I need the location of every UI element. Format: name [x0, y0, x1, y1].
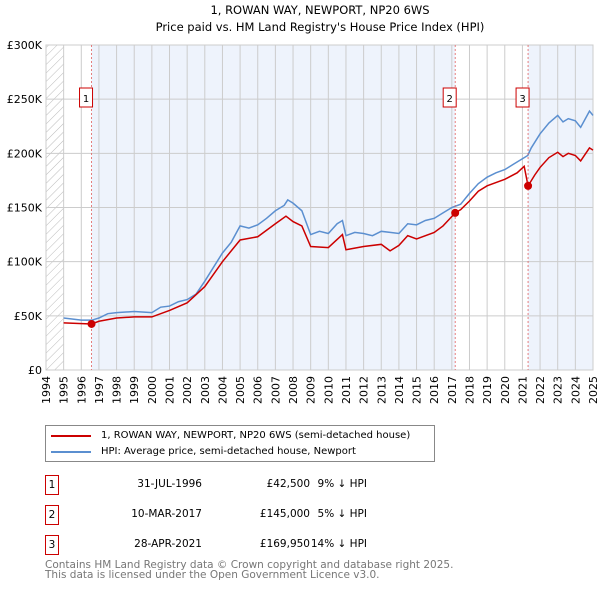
x-tick-label: 2014 [393, 376, 406, 404]
y-tick-label: £100K [7, 256, 43, 269]
chart-legend: 1, ROWAN WAY, NEWPORT, NP20 6WS (semi-de… [45, 425, 435, 462]
sale-price: £42,500 [266, 478, 310, 490]
series-line [63, 146, 594, 325]
x-tick-label: 2015 [411, 376, 424, 404]
sale-price: £169,950 [259, 538, 310, 550]
x-tick-label: 2007 [269, 376, 282, 404]
x-tick-label: 1998 [111, 376, 124, 404]
sale-price: £145,000 [259, 508, 310, 520]
sale-label-box [515, 87, 530, 108]
sale-row: 1 31-JUL-1996 £42,500 9% ↓ HPI [45, 475, 445, 495]
legend-swatch-red [51, 434, 91, 437]
sale-label: 1 [83, 94, 89, 105]
sale-point [451, 208, 460, 217]
sale-date: 10-MAR-2017 [131, 508, 202, 520]
x-tick-label: 2013 [375, 376, 388, 404]
y-tick-label: £250K [7, 93, 43, 106]
x-tick-label: 2002 [181, 376, 194, 404]
sale-date: 28-APR-2021 [134, 538, 202, 550]
sale-marker: 3 [45, 535, 59, 555]
x-tick-label: 2006 [252, 376, 265, 404]
sale-hpi-diff: 5% ↓ HPI [317, 508, 367, 520]
series-line [63, 109, 594, 321]
x-tick-label: 1997 [93, 376, 106, 404]
sale-hpi-diff: 14% ↓ HPI [310, 538, 367, 550]
x-tick-label: 1995 [58, 376, 71, 404]
x-tick-label: 2024 [569, 376, 582, 404]
y-tick-label: £0 [28, 364, 42, 377]
price-chart: 1, ROWAN WAY, NEWPORT, NP20 6WS Price pa… [7, 3, 600, 404]
x-tick-label: 2005 [234, 376, 247, 404]
legend-item-hpi: HPI: Average price, semi-detached house,… [46, 446, 356, 457]
x-tick-label: 2018 [463, 376, 476, 404]
legend-swatch-blue [51, 450, 91, 453]
sale-label-box [79, 87, 94, 108]
x-tick-label: 2000 [146, 376, 159, 404]
x-tick-label: 1999 [128, 376, 141, 404]
x-tick-label: 2011 [340, 376, 353, 404]
sale-row: 3 28-APR-2021 £169,950 14% ↓ HPI [45, 535, 445, 555]
footer-line: Contains HM Land Registry data © Crown c… [45, 559, 454, 571]
x-tick-label: 2008 [287, 376, 300, 404]
y-tick-label: £150K [7, 202, 43, 215]
sale-date: 31-JUL-1996 [137, 478, 202, 490]
y-tick-label: £200K [7, 147, 43, 160]
plot-frame [45, 44, 594, 371]
sale-marker: 1 [45, 475, 59, 495]
sale-marker: 2 [45, 505, 59, 525]
x-tick-label: 2010 [322, 376, 335, 404]
x-tick-label: 2004 [216, 376, 229, 404]
sale-label-box [442, 87, 457, 108]
sale-point [524, 181, 533, 190]
x-tick-label: 1996 [75, 376, 88, 404]
x-tick-label: 1994 [40, 376, 53, 404]
legend-item-property: 1, ROWAN WAY, NEWPORT, NP20 6WS (semi-de… [46, 430, 410, 441]
x-tick-label: 2001 [164, 376, 177, 404]
x-tick-label: 2016 [428, 376, 441, 404]
x-tick-label: 2023 [552, 376, 565, 404]
sale-hpi-diff: 9% ↓ HPI [317, 478, 367, 490]
x-tick-label: 2017 [446, 376, 459, 404]
sale-point [87, 319, 96, 328]
chart-subtitle: Price paid vs. HM Land Registry's House … [156, 20, 485, 34]
y-tick-label: £50K [14, 310, 43, 323]
x-tick-label: 2003 [199, 376, 212, 404]
x-tick-label: 2021 [516, 376, 529, 404]
y-tick-label: £300K [7, 39, 43, 52]
sale-label: 2 [447, 94, 453, 105]
footer-attribution: Contains HM Land Registry data © Crown c… [45, 559, 454, 581]
x-tick-label: 2019 [481, 376, 494, 404]
x-tick-label: 2025 [587, 376, 600, 404]
legend-label: HPI: Average price, semi-detached house,… [101, 446, 356, 457]
legend-label: 1, ROWAN WAY, NEWPORT, NP20 6WS (semi-de… [101, 430, 411, 441]
x-tick-label: 2009 [305, 376, 318, 404]
x-tick-label: 2022 [534, 376, 547, 404]
sale-label: 3 [519, 94, 525, 105]
sale-row: 2 10-MAR-2017 £145,000 5% ↓ HPI [45, 505, 445, 525]
x-tick-label: 2020 [499, 376, 512, 404]
footer-line: This data is licensed under the Open Gov… [45, 569, 380, 581]
x-tick-label: 2012 [358, 376, 371, 404]
chart-title: 1, ROWAN WAY, NEWPORT, NP20 6WS [210, 3, 429, 17]
